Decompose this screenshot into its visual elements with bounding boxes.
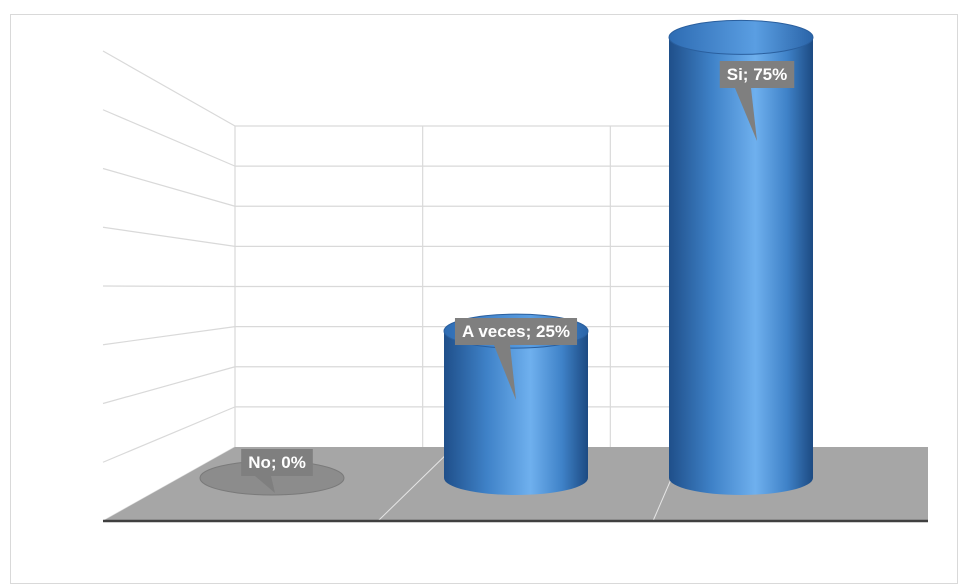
data-label-text: Si; 75% <box>727 65 787 84</box>
floor-divider <box>377 446 455 522</box>
data-label: A veces; 25% <box>454 318 578 400</box>
data-label-box <box>241 449 313 476</box>
bar-cylinder-top <box>668 19 814 55</box>
data-label-box <box>454 318 578 345</box>
bar-cylinder-body <box>444 331 588 495</box>
side-gridline <box>102 167 236 207</box>
side-gridline <box>102 406 236 463</box>
data-label-pointer <box>735 88 757 141</box>
chart-bars <box>199 19 814 496</box>
side-gridline <box>102 109 236 167</box>
data-label-text: A veces; 25% <box>462 322 570 341</box>
data-label-box <box>719 61 795 88</box>
side-gridline <box>102 366 236 405</box>
data-label-pointer <box>494 345 516 400</box>
data-label-text: No; 0% <box>248 453 306 472</box>
side-gridline <box>102 285 236 288</box>
chart-data-labels: No; 0% A veces; 25% Si; 75% <box>241 61 795 493</box>
side-gridline <box>102 326 236 346</box>
side-gridline <box>102 50 236 127</box>
data-label-pointer <box>255 476 275 493</box>
bar-cylinder-body <box>669 37 813 495</box>
data-label: No; 0% <box>241 449 313 493</box>
side-gridline <box>102 226 236 247</box>
data-label: Si; 75% <box>719 61 795 141</box>
